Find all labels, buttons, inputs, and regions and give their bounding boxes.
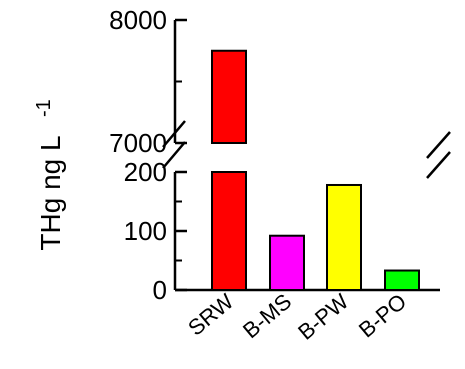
axis-break-mark-left-1 — [162, 120, 186, 148]
x-tick-label-b-pw: B-PW — [293, 289, 353, 345]
y-tick-label-8000: 8000 — [109, 5, 167, 35]
axis-break-mark-right-1 — [426, 131, 451, 159]
x-tick-label-b-po: B-PO — [354, 289, 411, 343]
bar-b-ms — [269, 234, 305, 291]
bar-srw-upper — [211, 49, 247, 144]
axis-break-mark-right-2 — [426, 151, 451, 179]
bar-srw-lower — [211, 171, 247, 291]
y-axis-title-superscript: -1 — [33, 99, 55, 117]
y-tick-label-100: 100 — [124, 216, 167, 246]
y-tick-label-200: 200 — [124, 157, 167, 187]
x-tick-label-b-ms: B-MS — [238, 289, 296, 344]
y-tick-label-7000: 7000 — [109, 128, 167, 158]
x-tick-label-srw: SRW — [183, 289, 238, 341]
bar-b-pw — [326, 183, 362, 291]
axis-break-mark-left-2 — [162, 141, 186, 169]
bar-b-po — [384, 269, 420, 291]
y-tick-label-0: 0 — [153, 275, 167, 305]
y-axis-title: THg ng L — [35, 135, 66, 250]
